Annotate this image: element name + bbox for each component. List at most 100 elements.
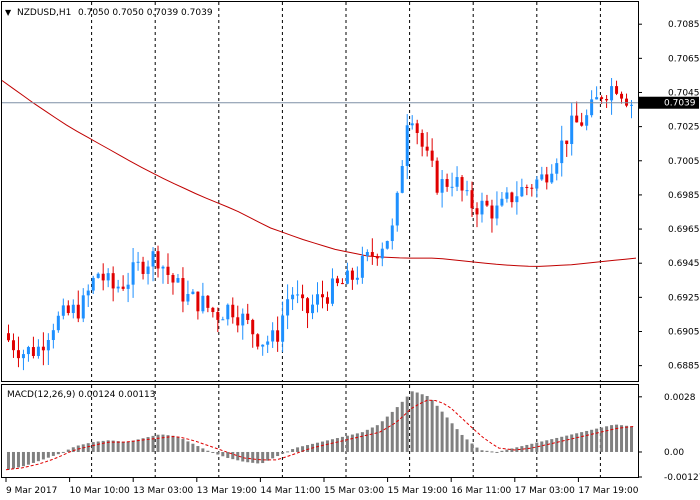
candle-body <box>525 186 529 188</box>
candle-body <box>101 273 105 281</box>
macd-bar <box>96 441 100 452</box>
candle-body <box>231 304 235 318</box>
macd-bar <box>71 447 75 452</box>
macd-bar <box>211 451 215 453</box>
candle-body <box>221 319 225 321</box>
macd-bar <box>26 451 30 465</box>
candle-body <box>161 266 165 269</box>
macd-bar <box>475 447 479 452</box>
candle-body <box>385 241 389 249</box>
macd-bar <box>565 435 569 452</box>
macd-bar <box>111 440 115 452</box>
macd-bar <box>281 451 285 454</box>
macd-bar <box>201 448 205 452</box>
candle-body <box>6 333 10 341</box>
macd-bar <box>505 449 509 452</box>
candle-body <box>370 252 374 257</box>
time-tick-label: 10 Mar 10:00 <box>70 486 130 496</box>
candle-body <box>71 304 75 314</box>
candle-body <box>335 278 339 284</box>
macd-bar <box>615 424 619 452</box>
macd-bar <box>126 441 130 452</box>
candle-body <box>296 294 300 296</box>
candle-body <box>211 307 215 313</box>
candle-body <box>146 266 150 274</box>
current-price-value: 0.7039 <box>664 99 696 109</box>
macd-bar <box>191 443 195 452</box>
price-tick-label: 0.7065 <box>668 54 700 64</box>
macd-bar <box>550 439 554 452</box>
candle-body <box>176 278 180 283</box>
macd-bar <box>221 451 225 457</box>
candle-body <box>96 273 100 278</box>
candle-body <box>86 290 90 296</box>
moving-average-line <box>1 80 637 267</box>
macd-bar <box>470 443 474 452</box>
macd-bar <box>156 434 160 452</box>
candle-body <box>11 340 15 351</box>
candle-body <box>61 305 65 316</box>
price-panel-frame <box>1 1 639 382</box>
macd-bar <box>226 451 230 458</box>
macd-bar <box>261 451 265 464</box>
time-tick-label: 16 Mar 11:00 <box>451 486 511 496</box>
candle-body <box>41 346 45 351</box>
macd-bar <box>400 401 404 452</box>
candle-body <box>21 354 25 359</box>
candle-body <box>585 115 589 126</box>
candle-body <box>181 278 185 302</box>
macd-bar <box>625 425 629 452</box>
candle-body <box>345 270 349 284</box>
candle-body <box>560 140 564 164</box>
macd-bar <box>241 451 245 462</box>
price-axis: 0.7085 0.7065 0.7045 0.7025 0.7005 0.6985 0.69… <box>638 20 700 372</box>
macd-bar <box>330 439 334 452</box>
macd-bar <box>490 451 494 453</box>
macd-bar <box>206 450 210 452</box>
macd-bar <box>540 441 544 452</box>
macd-bar <box>166 435 170 452</box>
candle-body <box>470 190 474 209</box>
macd-bar <box>101 440 105 452</box>
candle-body <box>475 208 479 215</box>
macd-bar <box>415 392 419 452</box>
price-tick-label: 0.7005 <box>668 157 700 167</box>
macd-bar <box>630 426 634 452</box>
candle-body <box>540 174 544 180</box>
candle-body <box>316 294 320 305</box>
candle-body <box>126 284 130 289</box>
macd-bar <box>276 451 280 457</box>
macd-bar <box>555 437 559 452</box>
price-tick-label: 0.6905 <box>668 327 700 337</box>
candle-body <box>325 297 329 304</box>
candle-body <box>515 196 519 203</box>
candle-body <box>555 163 559 174</box>
candle-body <box>320 294 324 298</box>
macd-bar <box>16 451 20 468</box>
candle-body <box>575 115 579 123</box>
macd-bar <box>370 427 374 452</box>
candle-body <box>580 122 584 126</box>
macd-bar <box>495 451 499 453</box>
macd-bar <box>271 451 275 459</box>
candle-body <box>56 315 60 331</box>
candle-body <box>91 277 95 291</box>
candle-body <box>425 146 429 151</box>
candle-body <box>630 104 634 106</box>
macd-bar <box>455 429 459 452</box>
candle-body <box>46 340 50 351</box>
candle-body <box>206 295 210 308</box>
macd-bar <box>51 451 55 456</box>
macd-bar <box>131 440 135 452</box>
candle-body <box>530 187 534 189</box>
macd-bar <box>580 432 584 452</box>
candle-body <box>455 177 459 187</box>
macd-bar <box>605 426 609 452</box>
candle-body <box>141 261 145 274</box>
chart-symbol-label: NZDUSD,H1 <box>17 8 71 18</box>
macd-bar <box>325 440 329 452</box>
price-tick-label: 0.6985 <box>668 191 700 201</box>
candle-body <box>485 200 489 206</box>
macd-bar <box>256 451 260 464</box>
